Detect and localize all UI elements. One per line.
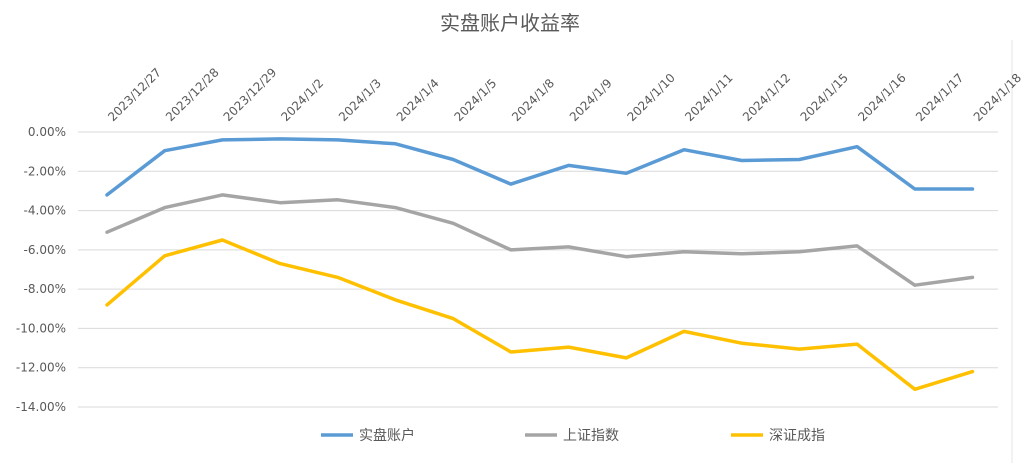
y-tick-label: -8.00% bbox=[24, 282, 66, 296]
x-tick-label: 2024/1/8 bbox=[509, 76, 557, 124]
y-axis-tick-labels: 0.00% -2.00% -4.00% -6.00% -8.00% -10.00% -12.… bbox=[16, 125, 66, 414]
x-tick-label: 2024/1/10 bbox=[625, 71, 678, 124]
x-tick-label: 2024/1/16 bbox=[855, 71, 908, 124]
series-lines bbox=[105, 137, 975, 392]
x-tick-label: 2024/1/11 bbox=[682, 71, 735, 124]
legend-label: 深证成指 bbox=[769, 428, 825, 444]
y-tick-label: 0.00% bbox=[28, 125, 66, 139]
series-line-2 bbox=[105, 193, 975, 287]
x-tick-label: 2024/1/5 bbox=[451, 76, 499, 124]
y-tick-label: -2.00% bbox=[24, 164, 66, 178]
y-tick-label: -6.00% bbox=[24, 243, 66, 257]
legend-label: 上证指数 bbox=[563, 428, 619, 444]
x-tick-label: 2023/12/29 bbox=[221, 65, 280, 124]
x-tick-label: 2024/1/4 bbox=[394, 76, 442, 124]
y-tick-label: -12.00% bbox=[16, 361, 66, 375]
x-tick-label: 2024/1/12 bbox=[740, 71, 793, 124]
x-tick-label: 2024/1/3 bbox=[336, 76, 384, 124]
x-tick-label: 2024/1/15 bbox=[798, 71, 851, 124]
legend-label: 实盘账户 bbox=[359, 427, 415, 444]
y-tick-label: -10.00% bbox=[16, 321, 66, 335]
chart-title: 实盘账户收益率 bbox=[440, 11, 580, 35]
y-tick-label: -14.00% bbox=[16, 400, 66, 414]
series-line-3 bbox=[105, 238, 975, 392]
gridlines bbox=[78, 40, 1013, 463]
series-line-1 bbox=[105, 137, 975, 197]
x-tick-label: 2023/12/27 bbox=[105, 65, 164, 124]
legend: 实盘账户 上证指数 深证成指 bbox=[321, 427, 825, 444]
x-tick-label: 2024/1/18 bbox=[971, 71, 1024, 124]
x-tick-label: 2024/1/17 bbox=[913, 71, 966, 124]
x-tick-label: 2024/1/2 bbox=[278, 76, 326, 124]
y-tick-label: -4.00% bbox=[24, 204, 66, 218]
x-tick-label: 2024/1/9 bbox=[567, 76, 615, 124]
x-tick-label: 2023/12/28 bbox=[163, 65, 222, 124]
